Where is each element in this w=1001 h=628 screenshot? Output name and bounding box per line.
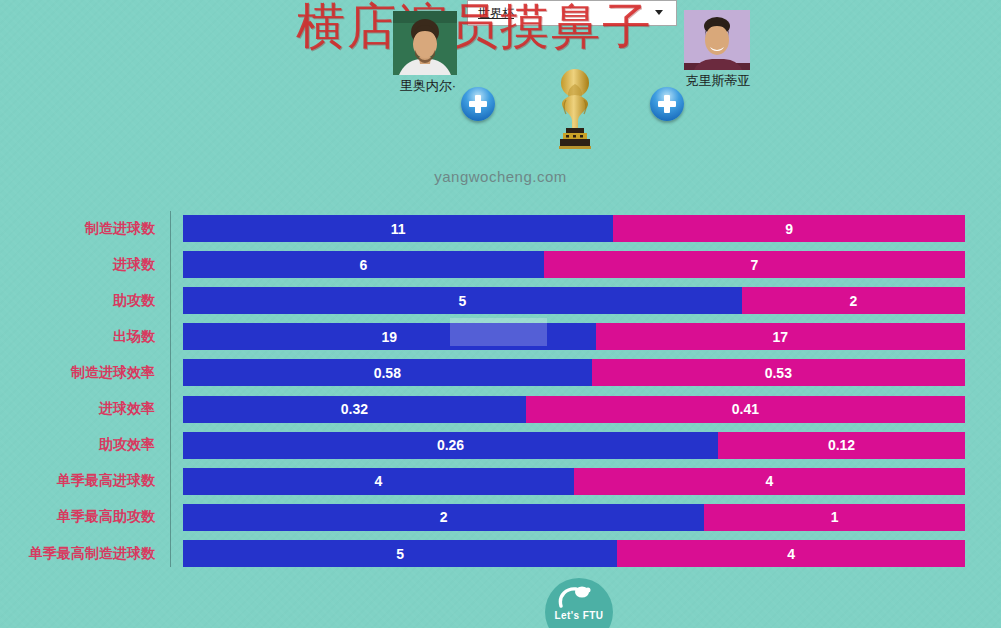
bar-right-segment: 9 (613, 215, 965, 242)
bar-right-segment: 17 (596, 323, 965, 350)
bar-left-segment: 6 (183, 251, 544, 278)
chart-row: 进球数67 (0, 247, 1001, 283)
stacked-bar: 44 (183, 468, 965, 495)
bar-left-segment: 2 (183, 504, 704, 531)
row-label: 进球效率 (0, 400, 155, 418)
bar-left-segment: 0.58 (183, 359, 592, 386)
row-label: 助攻效率 (0, 436, 155, 454)
bar-left-segment: 11 (183, 215, 613, 242)
ronaldo-photo (684, 10, 750, 70)
row-label: 单季最高进球数 (0, 472, 155, 490)
add-player-right-button[interactable] (650, 87, 684, 121)
chart-row: 制造进球数 11 9 (0, 211, 1001, 247)
bar-left-segment: 5 (183, 540, 617, 567)
bar-right-value: 1 (831, 509, 839, 525)
chart-row: 单季最高助攻数21 (0, 499, 1001, 535)
chart-row: 单季最高进球数44 (0, 463, 1001, 499)
bar-right-value: 7 (751, 257, 759, 273)
bar-left-value: 6 (360, 257, 368, 273)
bar-right-segment: 4 (574, 468, 965, 495)
row-label: 制造进球数 (0, 220, 155, 238)
stacked-bar: 52 (183, 287, 965, 314)
stacked-bar: 11 9 (183, 215, 965, 242)
stacked-bar: 0.32 0.41 (183, 396, 965, 423)
bar-right-segment: 4 (617, 540, 965, 567)
flex-arm-icon (545, 584, 613, 608)
bar-left-segment: 0.32 (183, 396, 526, 423)
player-left-avatar[interactable] (393, 11, 457, 75)
chart-row: 助攻数52 (0, 283, 1001, 319)
bar-right-segment: 0.41 (526, 396, 965, 423)
bar-right-value: 17 (773, 329, 789, 345)
bar-right-segment: 1 (704, 504, 965, 531)
bar-right-segment: 0.53 (592, 359, 965, 386)
row-label: 制造进球效率 (0, 364, 155, 382)
bar-right-value: 4 (766, 473, 774, 489)
bar-right-segment: 2 (742, 287, 965, 314)
bar-left-value: 2 (440, 509, 448, 525)
row-label: 出场数 (0, 328, 155, 346)
bar-left-value: 0.58 (374, 365, 401, 381)
bar-left-value: 5 (458, 293, 466, 309)
bar-right-value: 2 (849, 293, 857, 309)
chart-row: 进球效率 0.32 0.41 (0, 391, 1001, 427)
chevron-down-icon (655, 10, 663, 15)
lets-ftu-logo[interactable]: Let's FTU (545, 578, 613, 628)
stacked-bar: 21 (183, 504, 965, 531)
watermark-text: 横店演员摸鼻子 (296, 0, 653, 60)
stacked-bar: 1917 (183, 323, 965, 350)
bar-right-segment: 7 (544, 251, 965, 278)
bar-left-value: 5 (396, 546, 404, 562)
bar-right-value: 0.53 (765, 365, 792, 381)
stacked-bar: 0.26 0.12 (183, 432, 965, 459)
stacked-bar: 0.58 0.53 (183, 359, 965, 386)
highlight-smudge (450, 318, 547, 346)
bar-right-segment: 0.12 (718, 432, 965, 459)
bar-left-value: 4 (375, 473, 383, 489)
bar-left-segment: 0.26 (183, 432, 718, 459)
bar-left-segment: 5 (183, 287, 742, 314)
chart-row: 单季最高制造进球数54 (0, 535, 1001, 571)
bar-left-value: 0.26 (437, 437, 464, 453)
row-label: 单季最高助攻数 (0, 508, 155, 526)
bar-right-value: 4 (787, 546, 795, 562)
lets-ftu-label: Let's FTU (545, 610, 613, 621)
comparison-chart: 制造进球数119进球数67助攻数52出场数1917制造进球效率0.580.53进… (0, 211, 1001, 572)
world-cup-trophy (545, 64, 605, 156)
bar-left-value: 11 (391, 221, 406, 237)
row-label: 进球数 (0, 256, 155, 274)
add-player-left-button[interactable] (461, 87, 495, 121)
bar-left-segment: 4 (183, 468, 574, 495)
row-label: 助攻数 (0, 292, 155, 310)
bar-right-value: 0.41 (732, 401, 759, 417)
stacked-bar: 54 (183, 540, 965, 567)
bar-left-value: 0.32 (341, 401, 368, 417)
messi-photo (393, 11, 457, 75)
player-right-avatar[interactable] (684, 10, 750, 70)
chart-row: 助攻效率 0.26 0.12 (0, 427, 1001, 463)
stacked-bar: 67 (183, 251, 965, 278)
bar-right-value: 0.12 (828, 437, 855, 453)
bar-left-value: 19 (382, 329, 398, 345)
bar-right-value: 9 (785, 221, 793, 237)
site-label: yangwocheng.com (0, 168, 1001, 185)
row-label: 单季最高制造进球数 (0, 545, 155, 563)
chart-row: 制造进球效率 0.58 0.53 (0, 355, 1001, 391)
